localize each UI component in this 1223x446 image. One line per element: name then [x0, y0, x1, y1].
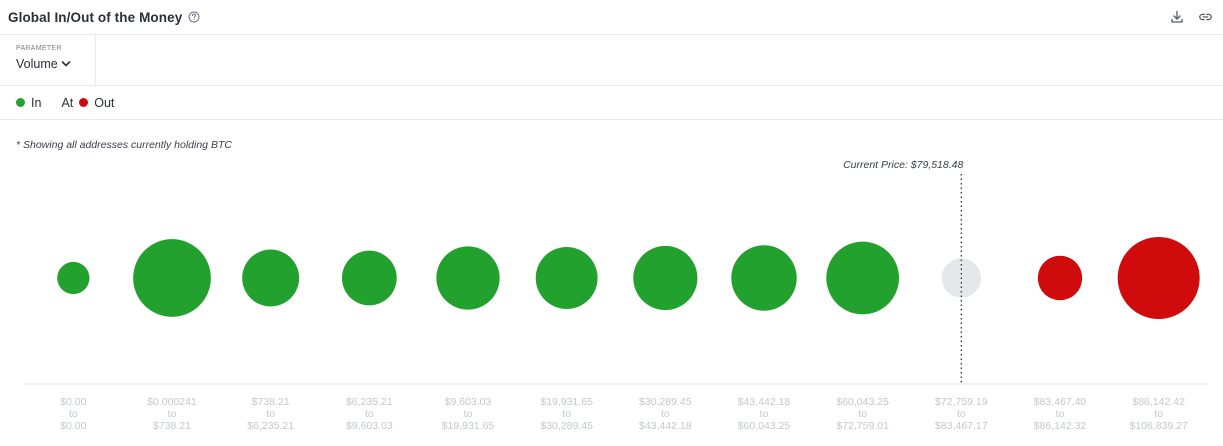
chart-title: Global In/Out of the Money [8, 9, 183, 25]
tick-label-8-1: to [858, 408, 867, 420]
tick-label-8-0: $60,043.25 [836, 396, 889, 408]
tick-label-2-1: to [266, 408, 275, 420]
bubble-in-4[interactable] [436, 246, 500, 310]
bubble-in-0[interactable] [57, 261, 90, 295]
tick-label-6-0: $30,289.45 [639, 396, 692, 408]
tick-label-11-0: $86,142.42 [1132, 396, 1185, 408]
tick-label-0-2: $0.00 [60, 420, 86, 432]
legend-label-out: Out [94, 95, 115, 110]
legend-dot-out [79, 98, 89, 107]
tick-label-11-1: to [1154, 408, 1163, 420]
legend-label-in: In [31, 95, 42, 110]
tick-label-9-1: to [957, 408, 966, 420]
legend: In At Out [0, 86, 1223, 120]
tick-label-6-1: to [661, 408, 670, 420]
tick-label-1-0: $0.000241 [147, 396, 197, 408]
title-wrap: Global In/Out of the Money [8, 10, 200, 25]
bubble-in-3[interactable] [341, 250, 397, 306]
tick-label-0-0: $0.00 [60, 396, 86, 408]
tick-label-10-2: $86,142.32 [1034, 420, 1087, 432]
tick-label-10-0: $83,467.40 [1034, 396, 1087, 408]
bubble-in-7[interactable] [731, 245, 797, 311]
tick-label-0-1: to [69, 408, 78, 420]
tick-label-1-2: $738.21 [153, 420, 191, 432]
header-actions [1170, 10, 1215, 24]
legend-label-at: At [61, 95, 74, 110]
chevron-down-icon [61, 57, 71, 71]
tick-label-5-2: $30,289.45 [540, 420, 593, 432]
tick-label-2-2: $6,235.21 [247, 420, 294, 432]
tick-label-2-0: $738.21 [252, 396, 290, 408]
tick-label-4-2: $19,931.65 [442, 420, 495, 432]
bubble-chart: $0.00to$0.00$0.000241to$738.21$738.21to$… [24, 159, 1208, 432]
tick-label-1-1: to [168, 408, 177, 420]
tick-label-7-2: $60,043.25 [738, 420, 791, 432]
parameter-value: Volume [16, 57, 58, 71]
legend-item-in[interactable]: In [16, 96, 41, 110]
parameter-select[interactable]: Volume [16, 57, 95, 71]
tick-label-9-0: $72,759.19 [935, 396, 988, 408]
tick-label-7-1: to [760, 408, 769, 420]
tick-label-3-1: to [365, 408, 374, 420]
bubble-in-2[interactable] [242, 249, 300, 307]
legend-item-at[interactable]: At [61, 96, 73, 110]
current-price-label: Current Price: $79,518.48 [843, 159, 963, 171]
tick-label-5-0: $19,931.65 [540, 396, 593, 408]
tick-label-3-2: $9,603.03 [346, 420, 393, 432]
tick-label-11-2: $106,839.27 [1129, 420, 1188, 432]
bubble-in-1[interactable] [133, 239, 211, 317]
tick-label-4-1: to [464, 408, 473, 420]
help-circle-icon[interactable] [188, 11, 200, 23]
tick-label-10-1: to [1056, 408, 1065, 420]
download-icon[interactable] [1170, 10, 1184, 24]
bubble-in-5[interactable] [535, 247, 598, 309]
bubble-out-10[interactable] [1037, 255, 1083, 301]
tick-label-6-2: $43,442.18 [639, 420, 692, 432]
legend-dot-in [16, 98, 25, 107]
holding-note: * Showing all addresses currently holdin… [16, 139, 232, 151]
parameter-label: PARAMETER [16, 45, 62, 52]
bubble-out-11[interactable] [1117, 237, 1200, 319]
tick-label-3-0: $6,235.21 [346, 396, 393, 408]
legend-item-out[interactable]: Out [79, 96, 114, 110]
tick-label-4-0: $9,603.03 [445, 396, 492, 408]
tick-label-8-2: $72,759.01 [836, 420, 889, 432]
tick-label-5-1: to [562, 408, 571, 420]
parameter-row: PARAMETER Volume [0, 35, 1223, 86]
chart-header: Global In/Out of the Money [0, 0, 1223, 35]
bubble-in-8[interactable] [826, 241, 900, 315]
tick-label-9-2: $83,467.17 [935, 420, 988, 432]
parameter-box: PARAMETER Volume [0, 35, 96, 85]
tick-label-7-0: $43,442.18 [738, 396, 791, 408]
link-icon[interactable] [1198, 10, 1213, 24]
bubble-in-6[interactable] [633, 245, 698, 311]
